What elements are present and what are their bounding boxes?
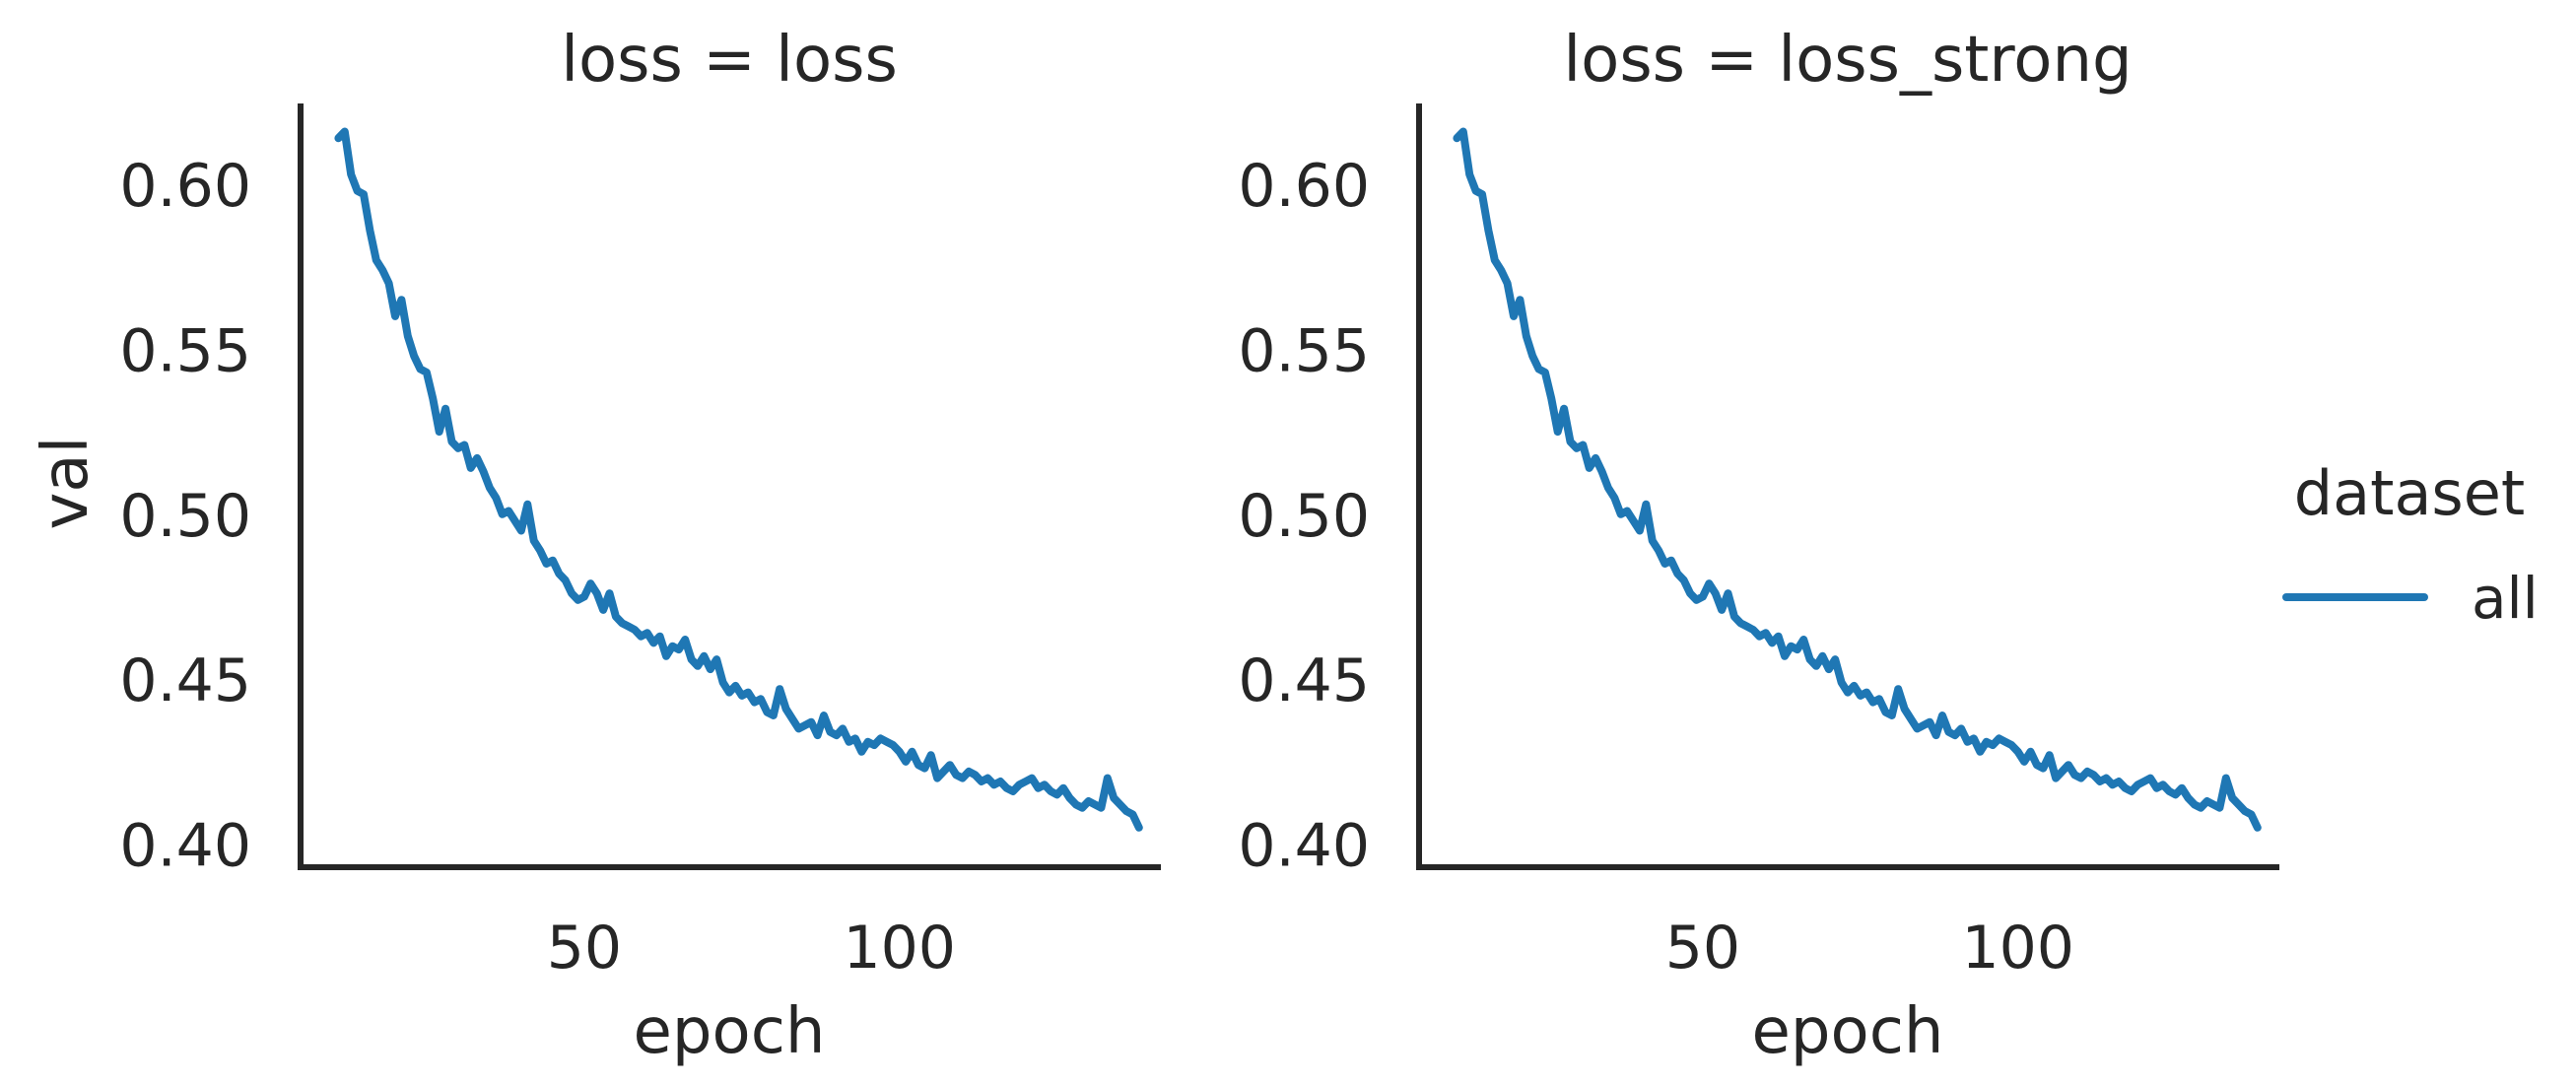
legend: dataset all [2282,457,2539,632]
y-axis-label: val [30,437,102,530]
facet-panel-loss: loss = loss 0.40 0.45 0.50 0.55 0.60 50 100epoc… [30,24,1161,1068]
y-tick-label: 0.60 [1238,152,1370,221]
panel-title: loss = loss [561,24,898,97]
panel-title: loss = loss_strong [1563,24,2132,97]
y-tick-label: 0.50 [1238,482,1370,551]
y-tick-label: 0.60 [119,152,251,221]
y-tick-label: 0.55 [1238,316,1370,385]
y-tick-label: 0.50 [119,482,251,551]
x-tick-label: 100 [843,914,956,983]
series-line-all [1453,127,2262,832]
facet-panel-loss-strong: loss = loss_strong 0.40 0.45 0.50 0.55 0.60 50… [1238,24,2279,1068]
y-tick-label: 0.40 [1238,812,1370,881]
x-tick-label: 50 [547,914,622,983]
y-tick-label: 0.40 [119,812,251,881]
y-tick-label: 0.45 [119,646,251,715]
x-tick-label: 50 [1665,914,1740,983]
y-tick-label: 0.45 [1238,646,1370,715]
x-axis-label: epoch [1752,995,1944,1068]
x-axis-label: epoch [634,995,826,1068]
x-tick-label: 100 [1961,914,2074,983]
legend-title: dataset [2294,457,2525,529]
legend-label-all: all [2472,565,2539,632]
series-line-all [334,127,1143,832]
y-tick-label: 0.55 [119,316,251,385]
